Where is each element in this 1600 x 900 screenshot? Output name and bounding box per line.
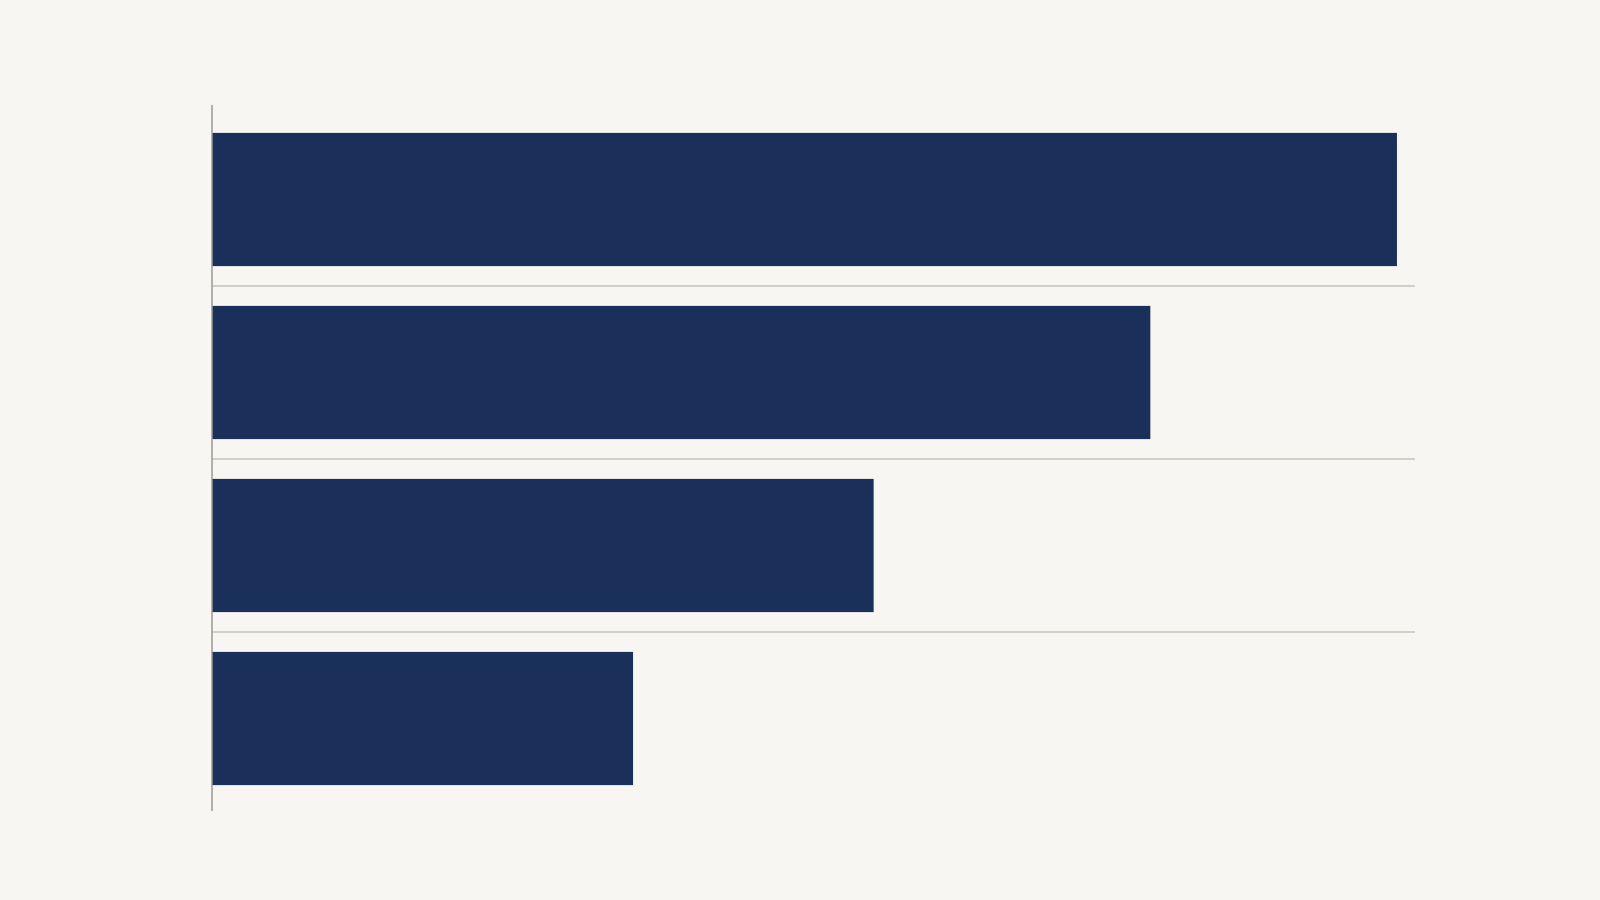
bar bbox=[212, 132, 1397, 267]
bar bbox=[212, 651, 634, 786]
bar bbox=[212, 305, 1151, 440]
bar bbox=[212, 478, 874, 613]
